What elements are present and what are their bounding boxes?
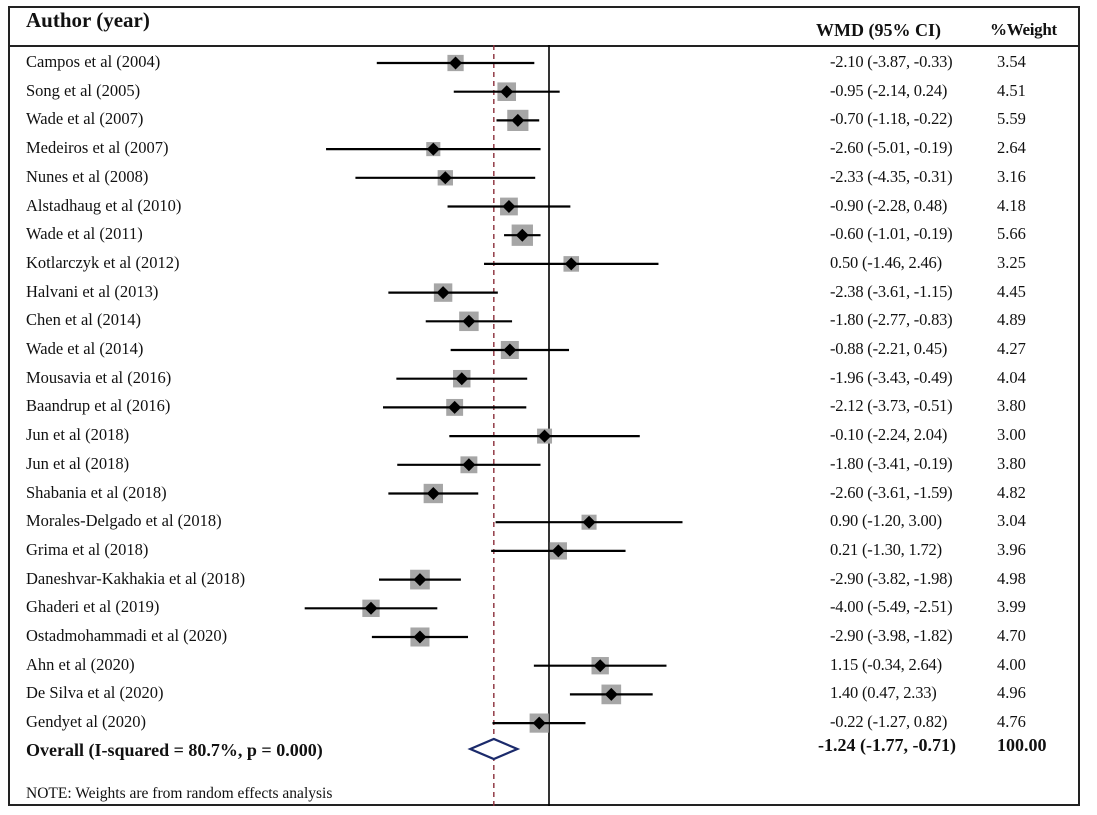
study-label: Kotlarczyk et al (2012) [26,252,180,272]
study-estimate: -0.88 (-2.21, 0.45) [830,339,948,358]
study-estimate: -2.10 (-3.87, -0.33) [830,52,953,71]
study-estimate: -0.70 (-1.18, -0.22) [830,109,953,129]
study-estimate: 0.90 (-1.20, 3.00) [830,511,942,531]
study-weight: 4.76 [997,712,1026,732]
study-weight: 2.64 [997,138,1026,158]
study-weight: 4.51 [997,80,1026,100]
study-estimate: -1.96 (-3.43, -0.49) [830,367,953,387]
study-estimate: -0.22 (-1.27, 0.82) [830,712,948,732]
study-estimate: -0.90 (-2.28, 0.48) [830,195,948,215]
study-label: Ostadmohammadi et al (2020) [26,626,228,645]
study-weight: 3.00 [997,425,1026,445]
study-estimate: 1.15 (-0.34, 2.64) [830,654,942,674]
study-weight: 3.80 [997,396,1026,416]
study-weight: 4.18 [997,195,1026,215]
study-label: Morales-Delgado et al (2018) [26,511,222,531]
study-label: Baandrup et al (2016) [26,396,171,416]
study-label: Wade et al (2007) [26,109,144,129]
forest-plot-frame [8,6,1080,806]
study-weight: 3.54 [997,52,1026,71]
study-weight: 3.80 [997,453,1026,473]
study-estimate: -2.38 (-3.61, -1.15) [830,281,953,301]
study-label: Chen et al (2014) [26,310,142,330]
study-label: De Silva et al (2020) [26,683,164,703]
header-divider [9,45,1079,47]
study-weight: 4.89 [997,310,1026,330]
study-estimate: -2.60 (-3.61, -1.59) [830,482,953,502]
study-label: Alstadhaug et al (2010) [26,195,182,215]
study-estimate: -2.90 (-3.82, -1.98) [830,568,953,588]
study-weight: 3.04 [997,511,1026,531]
study-weight: 3.16 [997,166,1026,186]
study-estimate: -2.33 (-4.35, -0.31) [830,166,953,186]
study-estimate: 1.40 (0.47, 2.33) [830,683,937,703]
study-estimate: 0.21 (-1.30, 1.72) [830,539,942,559]
weights-note: NOTE: Weights are from random effects an… [26,785,333,802]
overall-weight: 100.00 [997,735,1047,755]
header-wmd-ci: WMD (95% CI) [816,20,941,40]
overall-estimate: -1.24 (-1.77, -0.71) [818,735,956,755]
study-label: Campos et al (2004) [26,52,161,71]
study-weight: 4.70 [997,626,1026,645]
study-estimate: -0.60 (-1.01, -0.19) [830,224,953,244]
study-label: Wade et al (2014) [26,339,144,358]
overall-label: Overall (I-squared = 80.7%, p = 0.000) [26,740,323,760]
study-estimate: -1.80 (-2.77, -0.83) [830,310,953,330]
study-label: Jun et al (2018) [26,425,130,445]
study-weight: 5.59 [997,109,1026,129]
study-weight: 4.96 [997,683,1026,703]
study-label: Ghaderi et al (2019) [26,597,160,617]
study-estimate: 0.50 (-1.46, 2.46) [830,252,942,272]
study-label: Mousavia et al (2016) [26,367,172,387]
study-label: Grima et al (2018) [26,539,149,559]
study-weight: 4.27 [997,339,1026,358]
study-label: Jun et al (2018) [26,453,130,473]
study-estimate: -4.00 (-5.49, -2.51) [830,597,953,617]
header-weight: %Weight [990,20,1057,39]
header-author-year: Author (year) [26,8,150,32]
study-estimate: -2.90 (-3.98, -1.82) [830,626,953,645]
study-estimate: -0.10 (-2.24, 2.04) [830,425,948,445]
study-label: Halvani et al (2013) [26,281,159,301]
study-weight: 5.66 [997,224,1026,244]
study-weight: 4.98 [997,568,1026,588]
study-label: Shabania et al (2018) [26,482,167,502]
study-weight: 3.96 [997,539,1026,559]
study-estimate: -1.80 (-3.41, -0.19) [830,453,953,473]
study-weight: 4.04 [997,367,1026,387]
study-weight: 4.45 [997,281,1026,301]
study-estimate: -2.60 (-5.01, -0.19) [830,138,953,158]
study-label: Song et al (2005) [26,80,141,100]
study-estimate: -2.12 (-3.73, -0.51) [830,396,953,416]
study-label: Daneshvar-Kakhakia et al (2018) [26,568,246,588]
study-weight: 4.82 [997,482,1026,502]
study-label: Nunes et al (2008) [26,166,149,186]
study-weight: 3.99 [997,597,1026,617]
study-label: Wade et al (2011) [26,224,143,244]
study-weight: 3.25 [997,252,1026,272]
study-weight: 4.00 [997,654,1026,674]
study-estimate: -0.95 (-2.14, 0.24) [830,80,948,100]
study-label: Medeiros et al (2007) [26,138,169,158]
study-label: Ahn et al (2020) [26,654,135,674]
study-label: Gendyet al (2020) [26,712,147,732]
